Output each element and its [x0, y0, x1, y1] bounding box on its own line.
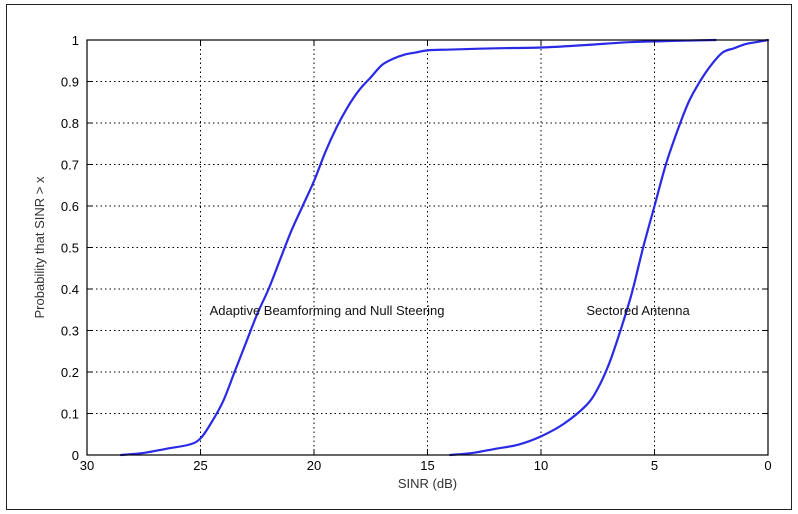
x-tick-label: 25	[193, 458, 207, 473]
x-tick-label: 0	[764, 458, 771, 473]
y-tick-label: 0.2	[61, 365, 79, 380]
x-tick-label: 10	[534, 458, 548, 473]
series-line-1	[119, 38, 717, 457]
y-tick-label: 0.9	[61, 75, 79, 90]
tick-layer: 30 25 20 15 10 5 0 0 0.1 0.2 0.3 0.4 0.5 0.6 0.7 0.8 0.9…	[61, 33, 772, 473]
y-tick-label: 0.7	[61, 158, 79, 173]
series-line-2	[449, 38, 770, 457]
y-axis-label: Probability that SINR > x	[32, 176, 47, 318]
grid-layer	[87, 40, 768, 455]
y-tick-label: 0.4	[61, 282, 79, 297]
y-tick-label: 0.8	[61, 116, 79, 131]
annotation-layer: Adaptive Beamforming and Null Steering Se…	[210, 303, 691, 318]
y-tick-label: 0.6	[61, 199, 79, 214]
x-tick-label: 20	[307, 458, 321, 473]
x-tick-label: 30	[80, 458, 94, 473]
y-tick-label: 1	[72, 33, 79, 48]
y-tick-label: 0	[72, 448, 79, 463]
x-tick-label: 5	[651, 458, 658, 473]
y-tick-label: 0.1	[61, 407, 79, 422]
figure-frame	[6, 4, 792, 510]
x-axis-label: SINR (dB)	[398, 476, 457, 491]
y-tick-label: 0.5	[61, 241, 79, 256]
y-tick-label: 0.3	[61, 324, 79, 339]
x-tick-label: 15	[420, 458, 434, 473]
annotation-label: Adaptive Beamforming and Null Steering	[210, 303, 445, 318]
annotation-label: Sectored Antenna	[586, 303, 690, 318]
line-layer	[119, 38, 770, 457]
